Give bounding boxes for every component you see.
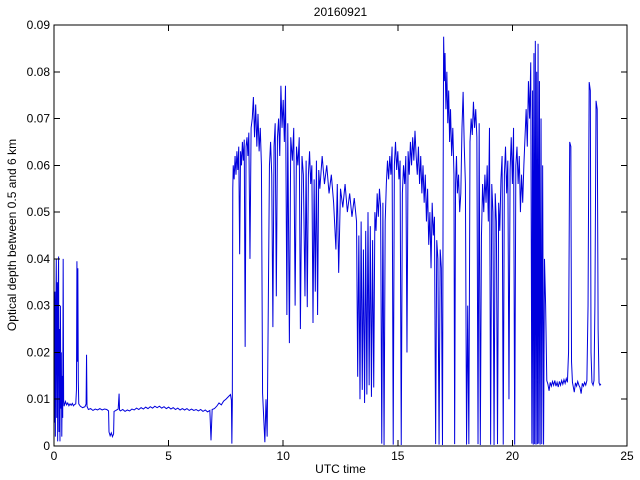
y-axis-label: Optical depth between 0.5 and 6 km (5, 138, 19, 332)
y-tick-label: 0.02 (27, 345, 51, 359)
x-axis-label: UTC time (315, 462, 366, 476)
y-tick-label: 0.04 (27, 252, 51, 266)
x-tick-label: 0 (51, 449, 58, 463)
x-tick-label: 10 (277, 449, 291, 463)
y-tick-label: 0.08 (27, 65, 51, 79)
x-tick-label: 5 (165, 449, 172, 463)
y-tick-label: 0 (43, 439, 50, 453)
y-tick-label: 0.03 (27, 299, 51, 313)
chart-title: 20160921 (313, 5, 368, 19)
y-tick-label: 0.07 (27, 112, 51, 126)
data-line (53, 36, 602, 446)
x-tick-label: 20 (506, 449, 520, 463)
x-tick-label: 25 (620, 449, 634, 463)
axes-box (53, 24, 628, 447)
y-tick-label: 0.01 (27, 392, 51, 406)
y-tick-label: 0.06 (27, 158, 51, 172)
y-tick-label: 0.05 (27, 205, 51, 219)
x-tick-label: 15 (391, 449, 405, 463)
y-tick-label: 0.09 (27, 18, 51, 32)
